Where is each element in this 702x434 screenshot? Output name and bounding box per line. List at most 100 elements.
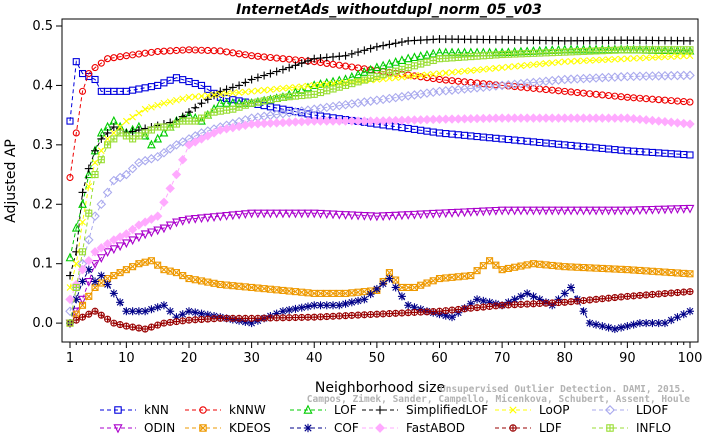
point-loop [498, 64, 506, 71]
point-kdeos [116, 269, 124, 277]
point-fastabod [384, 116, 395, 126]
point-fastabod [653, 116, 664, 126]
point-lof [84, 169, 94, 179]
point-fastabod [541, 113, 551, 123]
point-odin [560, 206, 570, 216]
point-loop [573, 57, 581, 65]
point-ldf [498, 301, 506, 309]
point-cof [617, 323, 626, 332]
point-ldf [586, 296, 594, 304]
point-ldf [567, 298, 575, 306]
point-inflo [72, 283, 80, 292]
point-loop [116, 123, 124, 131]
point-simplifiedlof [397, 38, 406, 47]
point-odin [178, 217, 188, 226]
point-ldf [197, 315, 206, 323]
point-lof [215, 98, 225, 107]
legend-item-loop: LoOP [495, 403, 570, 417]
point-loop [442, 69, 450, 77]
point-odin [284, 209, 294, 219]
point-inflo [66, 319, 74, 327]
point-odin [190, 214, 200, 224]
point-loop [617, 55, 625, 63]
point-fastabod [447, 114, 457, 124]
point-kdeos [135, 260, 143, 268]
point-lof [78, 199, 87, 208]
point-cof [109, 289, 118, 298]
point-fastabod [121, 229, 132, 239]
point-odin [547, 206, 557, 216]
point-simplifiedlof [203, 95, 212, 104]
point-ldf [104, 315, 112, 323]
point-odin [397, 211, 407, 221]
point-fastabod [347, 116, 357, 126]
series-line-ldof [69, 74, 691, 312]
point-inflo [636, 46, 644, 54]
point-ldf [542, 299, 550, 307]
point-fastabod [547, 113, 557, 123]
point-cof [516, 292, 525, 301]
point-lof [403, 53, 413, 63]
point-ldf [354, 311, 362, 319]
point-odin [629, 206, 639, 216]
legend-label-ldof: LDOF [636, 403, 668, 417]
point-fastabod [422, 114, 432, 125]
point-fastabod [96, 243, 107, 253]
point-ldf [116, 321, 124, 329]
point-odin [435, 209, 444, 219]
point-loop [141, 105, 149, 113]
point-inflo [129, 135, 137, 143]
point-inflo [304, 91, 312, 99]
x-tick-label: 40 [306, 351, 323, 366]
point-fastabod [328, 116, 338, 126]
point-ldof [152, 151, 163, 162]
plot-frame [61, 18, 699, 343]
point-kdeos [298, 288, 306, 296]
point-ldf [185, 316, 193, 324]
legend-marker-fastabod [375, 423, 385, 433]
point-ldf [529, 300, 537, 308]
legend-item-knn: kNN [100, 403, 169, 417]
point-loop [517, 62, 525, 70]
point-fastabod [127, 224, 138, 235]
point-fastabod [553, 113, 564, 123]
point-loop [135, 109, 143, 117]
point-ldf [129, 323, 137, 331]
point-simplifiedlof [241, 78, 250, 87]
point-odin [673, 205, 682, 215]
legend-label-knn: kNN [144, 403, 169, 417]
point-lof [685, 45, 695, 55]
point-ldf [147, 323, 155, 331]
point-odin [309, 209, 319, 219]
point-ldf [191, 316, 199, 324]
point-knnw [66, 173, 74, 182]
point-inflo [97, 156, 105, 164]
point-kdeos [141, 258, 149, 266]
point-loop [686, 52, 694, 60]
point-ldf [423, 308, 431, 316]
point-ldf [373, 310, 381, 318]
point-fastabod [516, 113, 526, 123]
point-simplifiedlof [247, 75, 256, 84]
point-inflo [373, 72, 381, 81]
point-fastabod [409, 115, 420, 125]
point-lof [147, 139, 156, 149]
point-ldof [165, 144, 175, 154]
point-loop [605, 56, 612, 63]
point-odin [635, 206, 645, 216]
point-kdeos [573, 263, 581, 271]
x-tick-label: 80 [556, 351, 573, 366]
y-tick-label: 0.3 [32, 138, 53, 153]
point-simplifiedlof [347, 49, 356, 58]
point-cof [191, 308, 200, 317]
point-simplifiedlof [235, 81, 244, 90]
point-ldf [642, 291, 650, 299]
point-loop [404, 73, 412, 80]
point-fastabod [140, 217, 150, 227]
point-loop [216, 90, 224, 98]
point-fastabod [603, 113, 614, 123]
point-simplifiedlof [310, 54, 319, 63]
point-inflo [404, 64, 412, 72]
point-cof [354, 296, 363, 305]
